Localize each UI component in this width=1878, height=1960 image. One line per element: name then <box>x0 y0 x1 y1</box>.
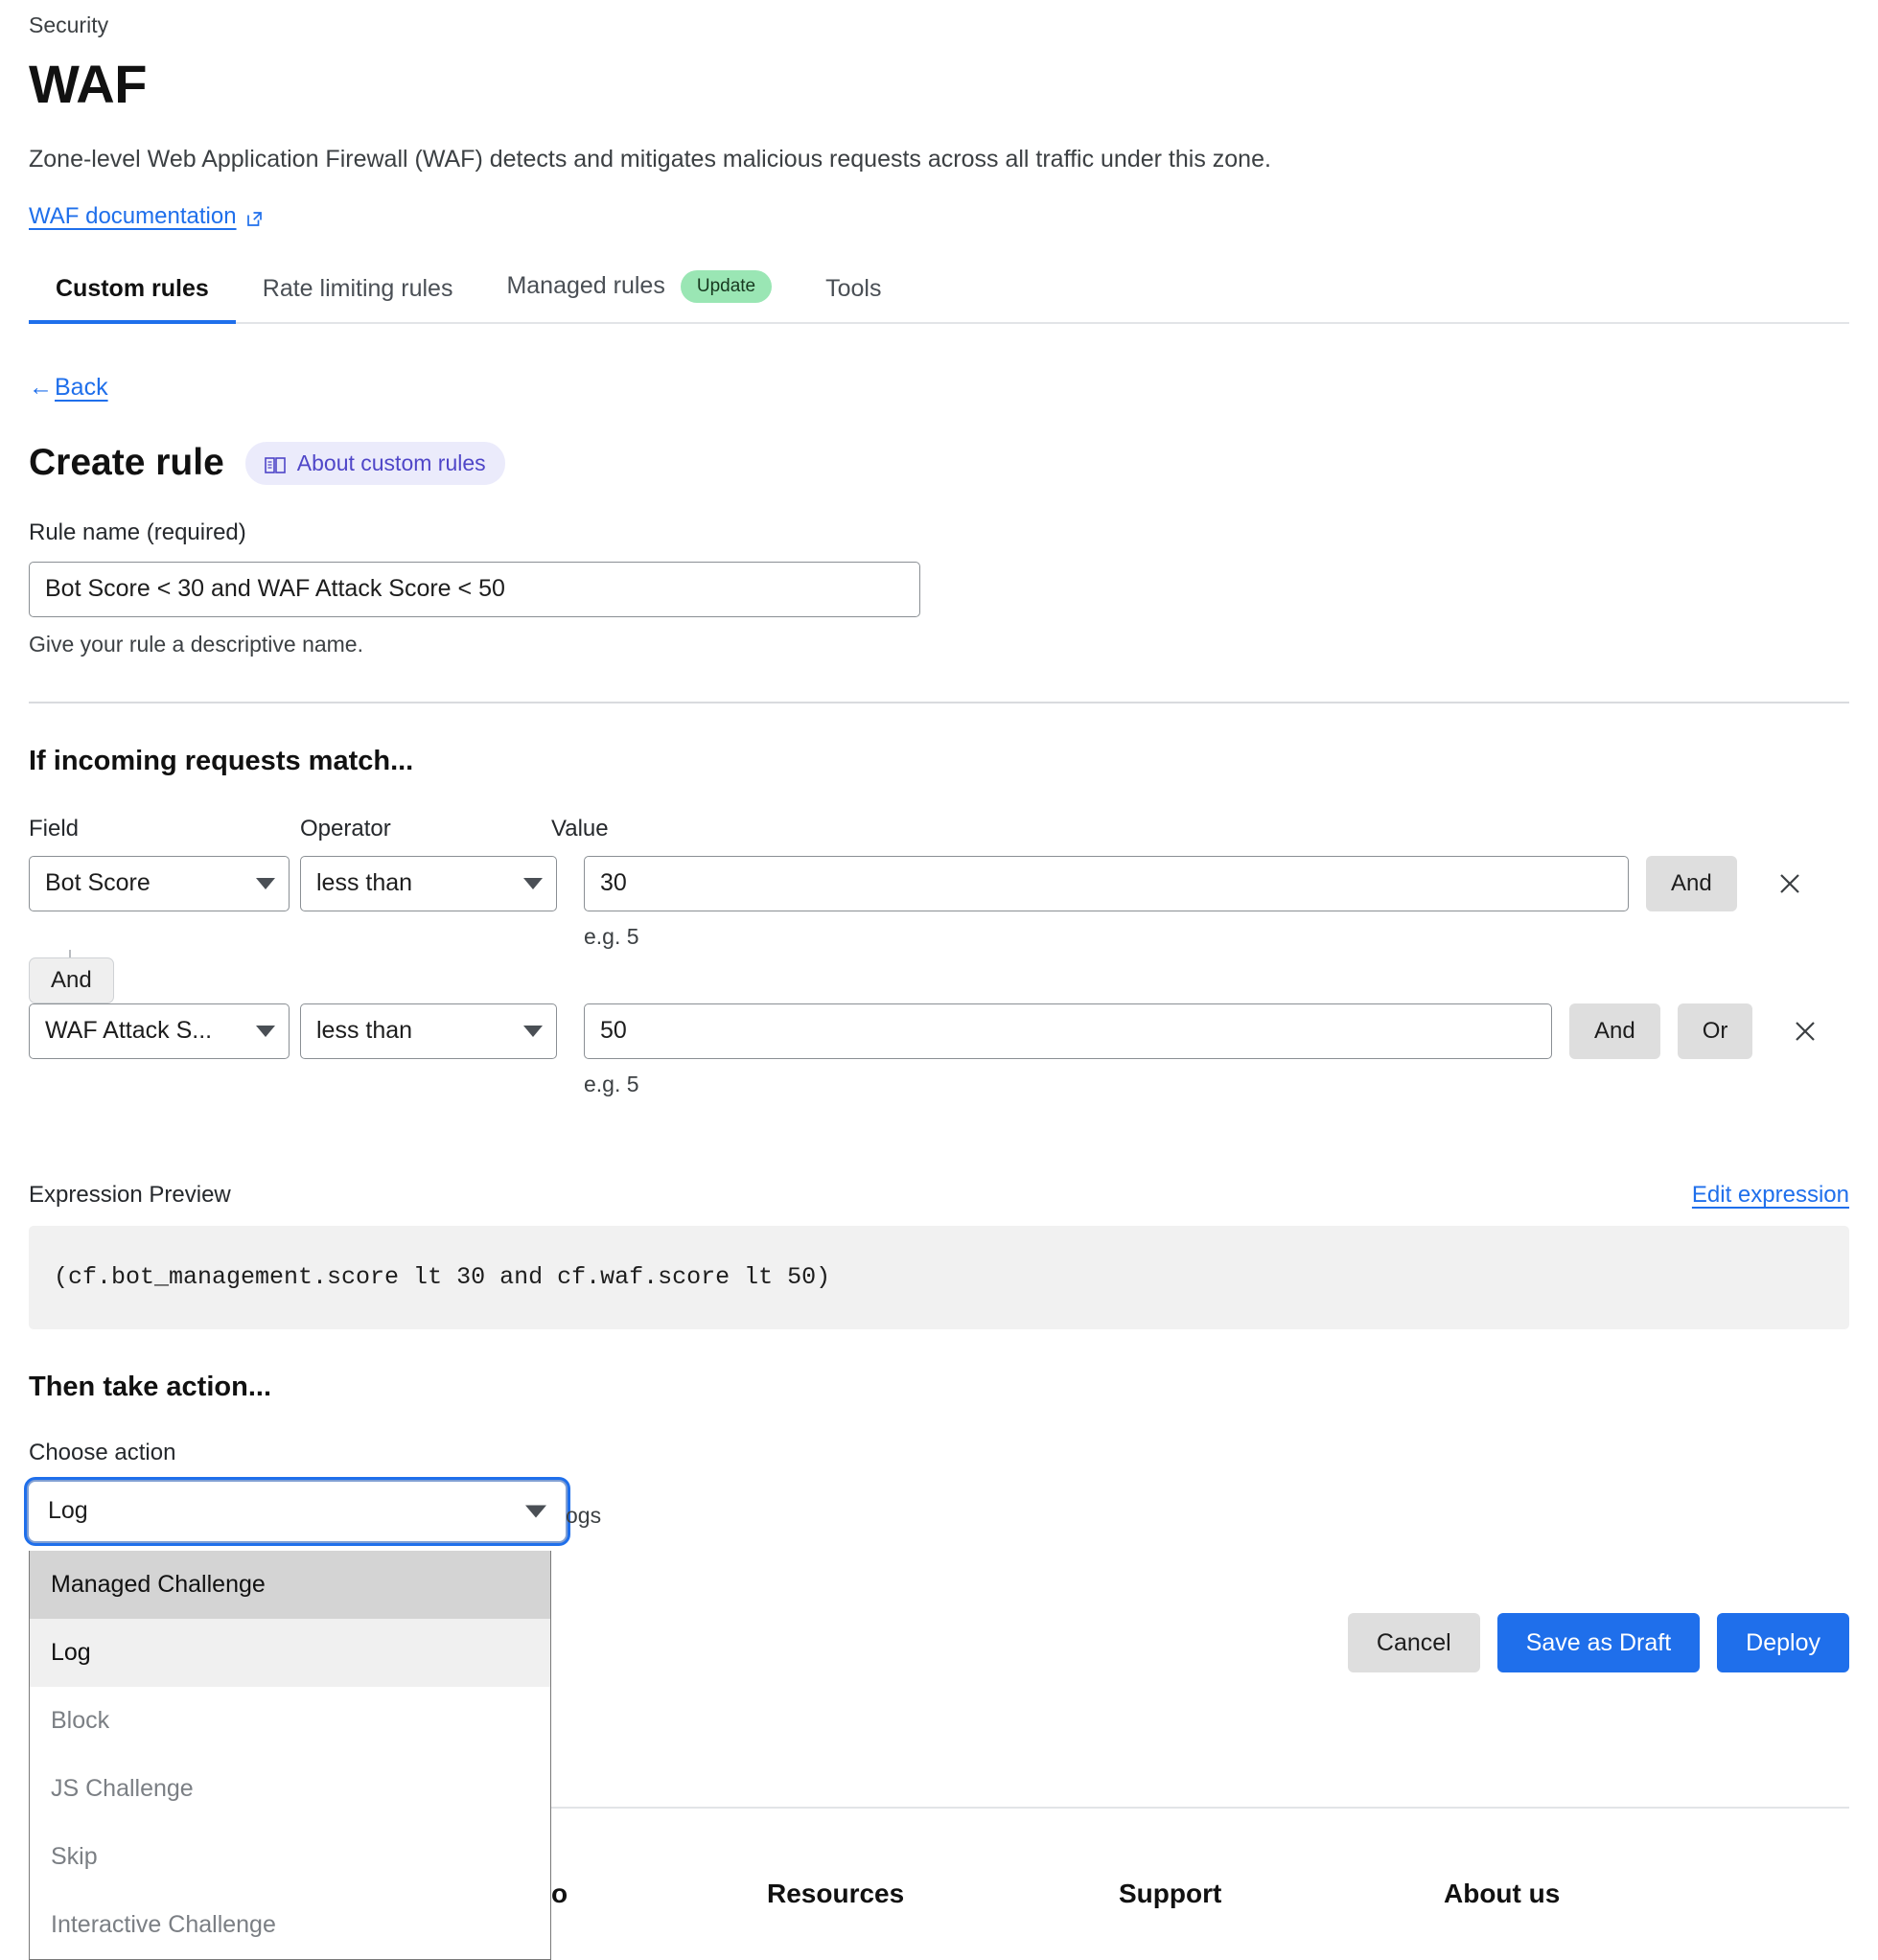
condition-row: Bot Score less than e.g. 5 And <box>29 855 1849 950</box>
action-help-text: ogs <box>566 1502 602 1528</box>
condition-row: WAF Attack S... less than e.g. 5 And Or <box>29 1003 1849 1097</box>
dropdown-option-managed-challenge[interactable]: Managed Challenge <box>30 1550 550 1619</box>
operator-select-1[interactable]: less than <box>300 855 557 911</box>
doc-link-container: WAF documentation <box>29 203 1849 230</box>
dropdown-option-skip[interactable]: Skip <box>51 1842 98 1870</box>
waf-page: Security WAF Zone-level Web Application … <box>29 12 1849 1960</box>
field-select-1[interactable]: Bot Score <box>29 855 290 911</box>
footer-column-about-us[interactable]: About us <box>1444 1879 1561 1908</box>
chevron-down-icon <box>256 877 275 889</box>
section-divider <box>29 701 1849 703</box>
column-header-field: Field <box>29 815 80 842</box>
column-header-value: Value <box>551 815 609 842</box>
save-as-draft-button[interactable]: Save as Draft <box>1496 1613 1701 1672</box>
back-link[interactable]: ← Back <box>29 374 108 402</box>
external-link-icon <box>245 208 264 226</box>
tab-managed-rules[interactable]: Managed rules Update <box>479 263 799 322</box>
operator-select-1-value: less than <box>316 869 413 897</box>
action-select-wrapper: Log ogs Managed Challenge Log Block JS C… <box>29 1481 601 1960</box>
action-dropdown-list: Managed Challenge Log Block JS Challenge… <box>29 1550 551 1960</box>
and-button-row1[interactable]: And <box>1646 855 1737 911</box>
breadcrumb: Security <box>29 12 109 37</box>
choose-action-select[interactable]: Log <box>29 1481 566 1541</box>
expression-preview-box: (cf.bot_management.score lt 30 and cf.wa… <box>29 1225 1849 1329</box>
expression-preview-header: Expression Preview Edit expression <box>29 1182 1849 1209</box>
update-badge: Update <box>680 269 773 303</box>
cancel-button[interactable]: Cancel <box>1347 1613 1480 1672</box>
waf-tabs: Custom rules Rate limiting rules Managed… <box>29 263 1849 324</box>
about-custom-rules-button[interactable]: About custom rules <box>244 441 505 485</box>
and-button-row2[interactable]: And <box>1569 1003 1660 1059</box>
logic-connector: And <box>29 949 290 1003</box>
operator-select-2-value: less than <box>316 1017 413 1045</box>
chevron-down-icon <box>523 877 543 889</box>
value-hint-2: e.g. 5 <box>584 1071 639 1096</box>
operator-select-2[interactable]: less than <box>300 1003 557 1059</box>
tab-label: Custom rules <box>56 274 209 302</box>
chevron-down-icon <box>523 1025 543 1037</box>
dropdown-option-interactive-challenge[interactable]: Interactive Challenge <box>51 1910 276 1938</box>
form-action-buttons: Cancel Save as Draft Deploy <box>1347 1613 1849 1672</box>
value-input-2[interactable] <box>584 1003 1552 1059</box>
dropdown-option-block[interactable]: Block <box>51 1706 110 1734</box>
field-select-1-value: Bot Score <box>45 869 151 897</box>
page-title: WAF <box>29 54 147 115</box>
rule-name-label: Rule name (required) <box>29 519 246 545</box>
field-select-2[interactable]: WAF Attack S... <box>29 1003 290 1059</box>
expression-preview-label: Expression Preview <box>29 1181 231 1208</box>
page-description: Zone-level Web Application Firewall (WAF… <box>29 145 1271 173</box>
dropdown-option-js-challenge[interactable]: JS Challenge <box>51 1774 194 1802</box>
chevron-down-icon <box>525 1505 546 1518</box>
footer-column-resources[interactable]: Resources <box>767 1879 905 1908</box>
remove-condition-1[interactable] <box>1762 856 1818 911</box>
back-row: ← Back <box>29 374 1849 402</box>
waf-documentation-link[interactable]: WAF documentation <box>29 203 264 230</box>
choose-action-label: Choose action <box>29 1439 176 1465</box>
about-pill-label: About custom rules <box>296 450 486 475</box>
value-hint-1: e.g. 5 <box>584 923 639 949</box>
column-header-operator: Operator <box>300 815 391 842</box>
connector-and-chip[interactable]: And <box>29 957 114 1003</box>
footer-column-support[interactable]: Support <box>1119 1879 1222 1908</box>
match-section-title: If incoming requests match... <box>29 745 414 776</box>
rule-name-help: Give your rule a descriptive name. <box>29 631 363 657</box>
book-icon <box>264 454 286 473</box>
footer-column-partial[interactable]: o <box>551 1879 568 1908</box>
back-arrow-icon: ← <box>29 373 53 401</box>
rule-name-input[interactable] <box>29 561 920 617</box>
tab-label: Rate limiting rules <box>262 274 453 302</box>
edit-expression-link[interactable]: Edit expression <box>1691 1181 1849 1208</box>
dropdown-option-log[interactable]: Log <box>30 1618 550 1687</box>
condition-column-headers: Field Operator Value <box>29 816 1849 842</box>
chevron-down-icon <box>256 1025 275 1037</box>
tab-label: Tools <box>825 274 882 302</box>
remove-condition-2[interactable] <box>1777 1003 1833 1059</box>
tab-custom-rules[interactable]: Custom rules <box>29 267 236 324</box>
choose-action-value: Log <box>48 1497 88 1525</box>
action-section-title: Then take action... <box>29 1371 271 1402</box>
or-button-row2[interactable]: Or <box>1677 1003 1753 1059</box>
create-rule-header: Create rule About custom rules <box>29 441 1849 485</box>
back-label: Back <box>55 373 108 401</box>
tab-tools[interactable]: Tools <box>799 267 908 322</box>
value-input-1[interactable] <box>584 855 1629 911</box>
condition-builder: Bot Score less than e.g. 5 And And <box>29 855 1849 1097</box>
tab-rate-limiting-rules[interactable]: Rate limiting rules <box>236 267 480 322</box>
doc-link-label: WAF documentation <box>29 202 237 229</box>
tab-label: Managed rules <box>506 272 665 300</box>
deploy-button[interactable]: Deploy <box>1717 1613 1849 1672</box>
footer-divider <box>29 1807 1849 1809</box>
create-rule-title: Create rule <box>29 442 224 484</box>
field-select-2-value: WAF Attack S... <box>45 1017 213 1045</box>
